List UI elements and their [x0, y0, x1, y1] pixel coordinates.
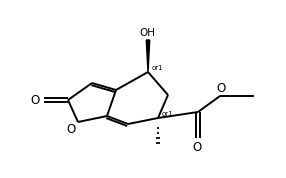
- Text: O: O: [217, 82, 226, 95]
- Text: O: O: [192, 141, 202, 154]
- Text: O: O: [31, 93, 40, 106]
- Text: or1: or1: [162, 111, 174, 117]
- Text: OH: OH: [139, 28, 155, 38]
- Text: O: O: [67, 123, 76, 136]
- Text: or1: or1: [152, 65, 164, 71]
- Polygon shape: [146, 40, 150, 72]
